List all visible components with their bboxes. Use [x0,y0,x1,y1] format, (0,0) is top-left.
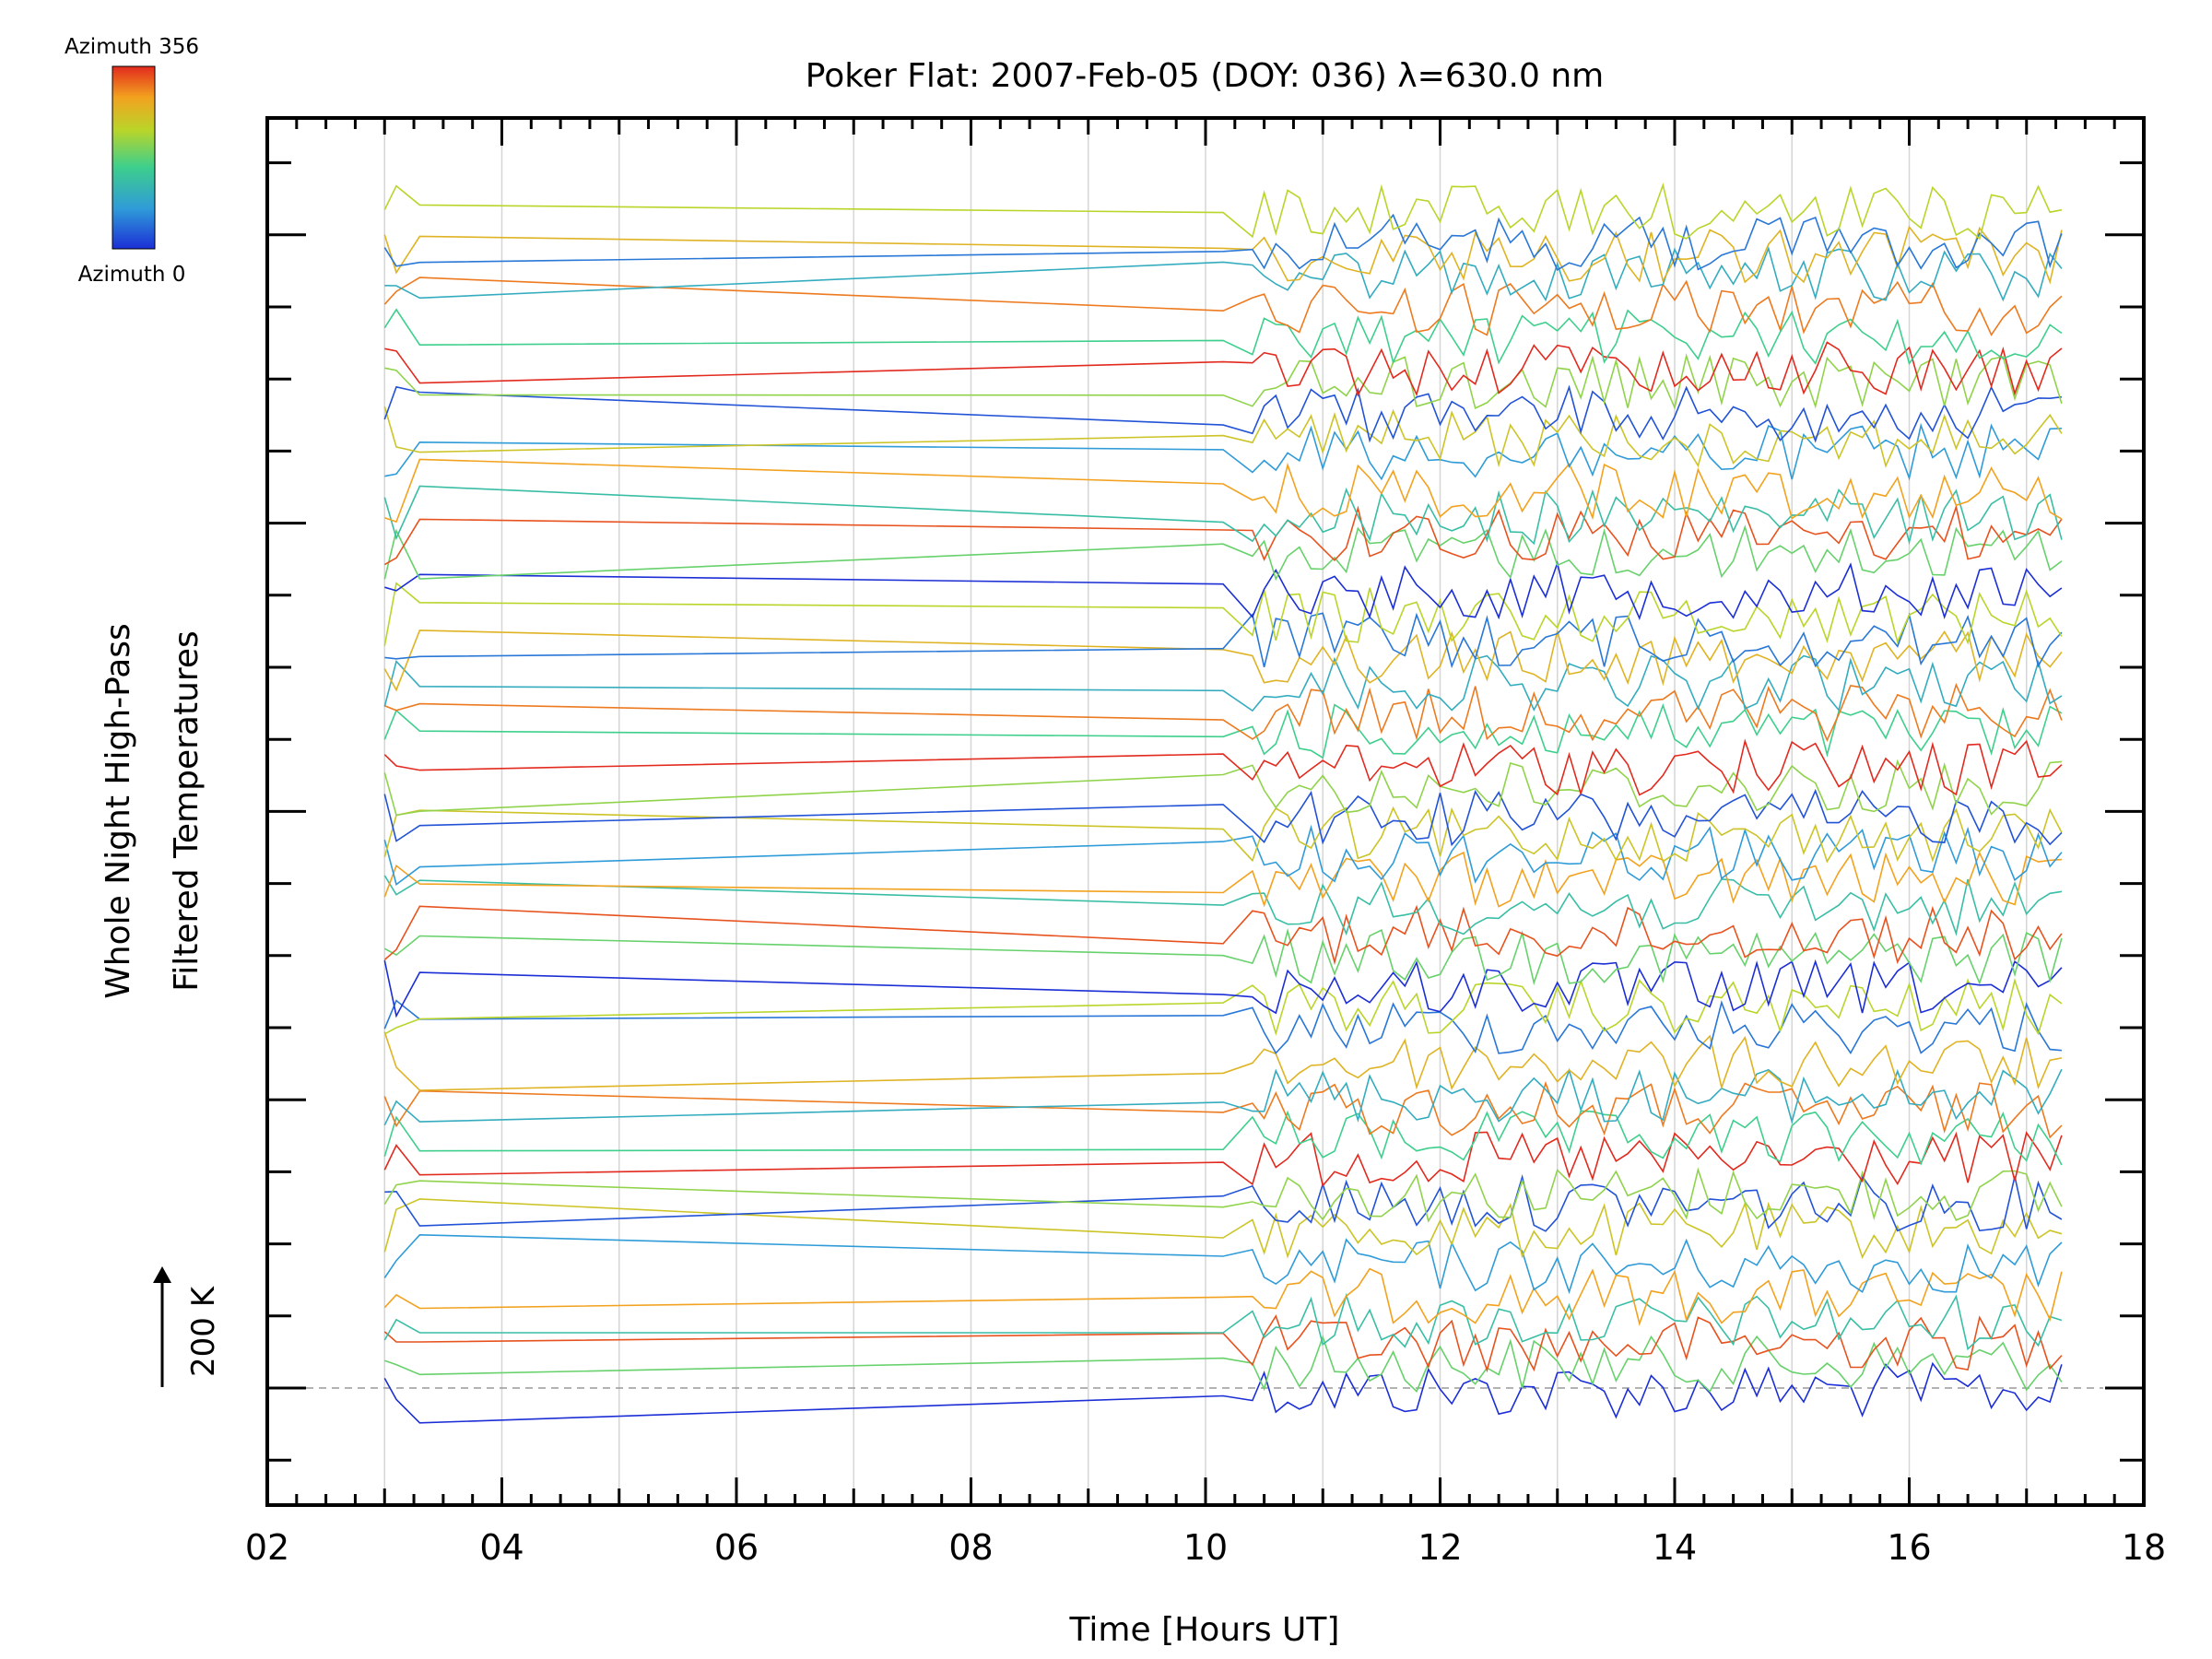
series-line [383,276,2063,336]
x-tick-label: 12 [1418,1527,1462,1568]
series-line [383,629,2063,692]
series-line [383,759,2062,817]
scale-arrow-head [153,1266,171,1283]
series-line [383,1167,2063,1223]
x-tick-label: 06 [714,1527,759,1568]
series-line [383,738,2063,797]
series-line [384,1335,2063,1394]
colorbar [112,65,156,250]
scale-bar: 200 K [153,1266,222,1387]
x-axis-label: Time [Hours UT] [1069,1611,1340,1649]
series-line [383,904,2063,966]
x-tick-label: 16 [1887,1527,1931,1568]
series-line [383,1361,2063,1424]
y-axis-label-line1: Whole Night High-Pass [100,623,137,999]
series-line [383,213,2063,271]
series-line [383,1233,2063,1295]
scale-bar-label: 200 K [185,1285,222,1377]
series-line [383,485,2063,546]
series-line [383,1314,2063,1373]
x-tick-label: 08 [948,1527,993,1568]
series-line [384,1174,2063,1232]
series-line [383,999,2062,1055]
series-line [383,1110,2063,1166]
series-lines [383,182,2063,1424]
series-line [384,422,2062,481]
colorbar-legend: Azimuth 356 Azimuth 0 [65,35,199,287]
series-line [384,560,2063,620]
series-line [384,458,2063,524]
series-line [383,1080,2063,1139]
series-line [383,524,2063,582]
series-line [383,1198,2063,1260]
series-line [383,406,2063,468]
chart-title: Poker Flat: 2007-Feb-05 (DOY: 036) λ=630… [806,57,1604,95]
series-line [384,612,2063,669]
series-line [384,341,2063,397]
series-line [383,1031,2063,1091]
colorbar-top-label: Azimuth 356 [65,35,199,59]
x-tick-label: 04 [479,1527,524,1568]
series-line [383,806,2063,864]
series-line [383,824,2063,886]
x-tick-label: 02 [245,1527,289,1568]
series-line [383,977,2063,1036]
series-line [383,308,2063,366]
x-tick-label: 18 [2122,1527,2166,1568]
series-line [383,875,2063,936]
series-line [383,1131,2063,1188]
series-line [383,384,2062,443]
series-line [383,959,2063,1018]
series-line [384,246,2063,302]
series-line [383,654,2063,712]
series-line [383,1292,2063,1351]
series-line [383,225,2063,285]
series-line [384,682,2063,742]
x-tick-labels: 02 04 06 08 10 12 14 16 18 [245,1527,2166,1568]
series-line [383,1267,2063,1326]
series-line [383,1067,2063,1126]
series-line [383,504,2063,566]
x-tick-label: 10 [1183,1527,1228,1568]
series-line [383,927,2063,986]
colorbar-bottom-label: Azimuth 0 [78,263,186,287]
series-line [384,353,2063,410]
series-line [383,182,2063,241]
series-line [383,788,2063,847]
series-line [383,582,2063,647]
y-axis-label-line2: Filtered Temperatures [168,630,206,992]
series-line [383,851,2062,908]
x-tick-label: 14 [1653,1527,1697,1568]
axis-ticks [265,118,2146,1505]
series-line [383,703,2063,759]
